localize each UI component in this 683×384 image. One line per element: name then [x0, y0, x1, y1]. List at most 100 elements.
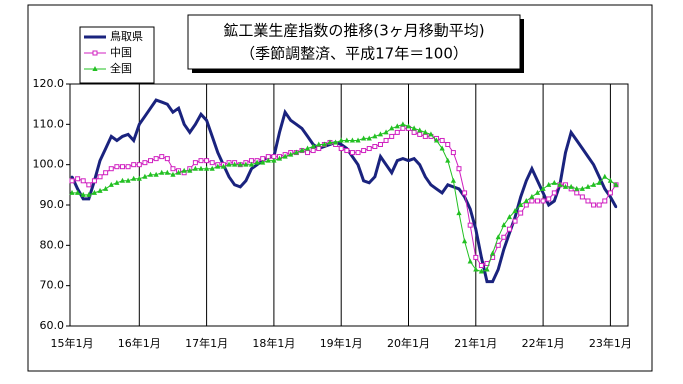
point	[119, 164, 125, 170]
point	[159, 154, 165, 160]
point	[523, 202, 529, 208]
point	[491, 280, 494, 283]
point	[148, 158, 154, 164]
point	[445, 157, 451, 163]
point	[153, 171, 159, 177]
point	[564, 151, 567, 154]
point	[226, 161, 232, 167]
point	[110, 135, 113, 138]
point	[136, 175, 142, 181]
point	[216, 151, 220, 154]
point	[411, 129, 417, 135]
point	[513, 215, 517, 219]
point	[209, 165, 215, 171]
point	[293, 149, 299, 155]
point	[142, 173, 148, 179]
point	[276, 155, 283, 161]
point	[422, 133, 428, 139]
point	[194, 123, 197, 126]
y-tick-label: 110.0	[33, 117, 65, 130]
point	[417, 131, 423, 137]
point	[227, 175, 231, 178]
point	[254, 159, 260, 165]
point	[86, 191, 92, 197]
point	[136, 162, 142, 168]
point	[248, 161, 255, 167]
point	[327, 139, 333, 145]
point	[349, 150, 355, 156]
point	[462, 190, 468, 196]
point	[98, 159, 102, 162]
point	[289, 119, 292, 122]
point	[125, 177, 131, 183]
point	[177, 107, 180, 110]
point	[445, 142, 451, 147]
point	[575, 139, 578, 142]
point	[490, 250, 496, 256]
point	[181, 167, 187, 173]
point	[400, 125, 406, 131]
point	[569, 131, 573, 134]
point	[304, 145, 311, 151]
point	[283, 111, 287, 114]
point	[332, 139, 339, 145]
point	[551, 179, 557, 185]
point	[424, 175, 427, 178]
point	[310, 143, 316, 149]
point	[546, 181, 552, 187]
point	[585, 198, 591, 204]
point	[506, 226, 512, 232]
point	[536, 179, 539, 182]
x-tick-label: 18年1月	[252, 336, 295, 350]
point	[108, 166, 114, 172]
x-tick-label: 22年1月	[522, 336, 565, 350]
point	[108, 181, 114, 187]
point	[417, 127, 423, 133]
plot-area	[69, 83, 629, 327]
point	[377, 142, 383, 147]
y-tick-label: 80.0	[40, 238, 65, 251]
point	[596, 179, 602, 185]
point	[372, 133, 378, 139]
point	[338, 137, 344, 143]
y-tick-label: 70.0	[40, 279, 65, 292]
point	[609, 195, 612, 199]
point	[478, 268, 485, 274]
x-tick-label: 23年1月	[589, 336, 632, 350]
point	[456, 210, 462, 216]
point	[518, 202, 524, 207]
point	[171, 111, 175, 114]
legend-marker	[92, 50, 98, 56]
x-tick-label: 21年1月	[454, 336, 497, 350]
point	[383, 137, 389, 143]
point	[260, 159, 266, 165]
point	[76, 187, 79, 191]
point	[534, 198, 540, 204]
point	[175, 169, 182, 175]
point	[557, 181, 563, 187]
point	[591, 202, 597, 208]
point	[340, 143, 343, 146]
point	[439, 137, 445, 143]
point	[244, 179, 248, 182]
point	[585, 183, 591, 189]
point	[439, 145, 445, 151]
point	[456, 166, 462, 172]
point	[501, 234, 507, 240]
legend-label: 中国	[110, 46, 132, 59]
point	[132, 139, 135, 142]
legend-label: 鳥取県	[110, 29, 143, 43]
point	[271, 157, 277, 163]
point	[154, 98, 158, 102]
point	[237, 161, 243, 167]
point	[568, 183, 574, 189]
point	[396, 159, 399, 162]
point	[366, 135, 372, 141]
point	[103, 170, 109, 176]
point	[142, 160, 148, 166]
point	[126, 133, 130, 136]
point	[153, 156, 159, 162]
point	[581, 147, 584, 150]
x-tick-label: 17年1月	[185, 336, 228, 350]
